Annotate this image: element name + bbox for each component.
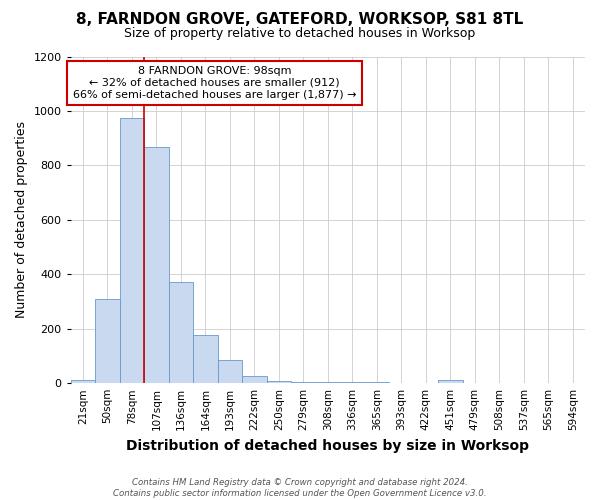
Text: 8, FARNDON GROVE, GATEFORD, WORKSOP, S81 8TL: 8, FARNDON GROVE, GATEFORD, WORKSOP, S81… [76,12,524,28]
Text: 8 FARNDON GROVE: 98sqm
← 32% of detached houses are smaller (912)
66% of semi-de: 8 FARNDON GROVE: 98sqm ← 32% of detached… [73,66,356,100]
Bar [119,118,144,383]
Bar [71,380,95,383]
Bar [365,382,389,383]
Bar [438,380,463,383]
Bar [144,147,169,383]
Text: Size of property relative to detached houses in Worksop: Size of property relative to detached ho… [124,28,476,40]
Bar [218,360,242,383]
Bar [169,282,193,383]
Bar [95,299,119,383]
Bar [266,381,291,383]
Y-axis label: Number of detached properties: Number of detached properties [15,122,28,318]
Bar [242,376,266,383]
Bar [316,382,340,383]
Bar [340,382,365,383]
X-axis label: Distribution of detached houses by size in Worksop: Distribution of detached houses by size … [127,438,529,452]
Bar [291,382,316,383]
Bar [193,334,218,383]
Text: Contains HM Land Registry data © Crown copyright and database right 2024.
Contai: Contains HM Land Registry data © Crown c… [113,478,487,498]
